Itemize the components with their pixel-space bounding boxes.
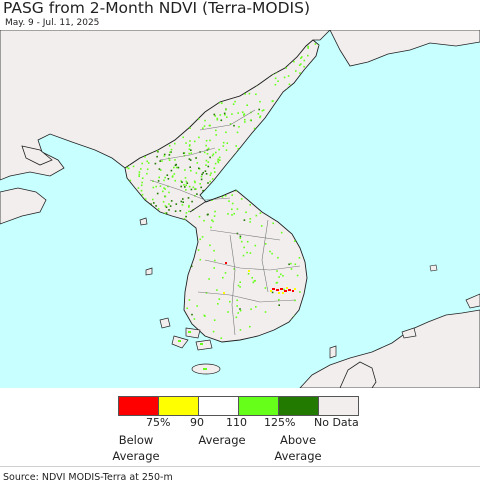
japan-northeast	[465, 293, 480, 309]
tsushima	[329, 345, 337, 359]
legend-swatch-below-75	[119, 397, 159, 415]
legend-label-below-average: Below Average	[112, 433, 160, 463]
ulleung-island	[429, 264, 438, 272]
below-average-hotspot	[223, 262, 296, 294]
legend-swatch-above-125	[279, 397, 319, 415]
shandong-peninsula	[0, 187, 47, 225]
japan-kyushu	[339, 361, 377, 388]
legend-swatch-no-data	[319, 397, 358, 415]
legend-tick-110: 110	[226, 416, 247, 429]
russia-landmass	[329, 30, 480, 67]
date-range: May. 9 - Jul. 11, 2025	[5, 18, 100, 28]
legend-tick-no-data: No Data	[314, 416, 359, 429]
admin-boundaries	[149, 109, 301, 336]
ndvi-map	[0, 30, 480, 388]
dmz-border	[189, 189, 237, 213]
footer-divider	[0, 466, 480, 467]
island-vegetation	[178, 331, 207, 370]
legend-swatch-90-110	[199, 397, 239, 415]
legend-swatch-75-90	[159, 397, 199, 415]
legend-tick-90: 90	[190, 416, 204, 429]
legend-swatch-110-125	[239, 397, 279, 415]
map-title: PASG from 2-Month NDVI (Terra-MODIS)	[3, 0, 311, 17]
legend-tick-75: 75%	[146, 416, 171, 429]
legend-tick-125: 125%	[264, 416, 296, 429]
source-credit: Source: NDVI MODIS-Terra at 250-m	[3, 472, 173, 483]
liaodong-peninsula	[21, 145, 53, 166]
japan-oki-islands	[401, 327, 417, 339]
legend-label-above-average: Above Average	[274, 433, 322, 463]
legend-colorbar	[118, 396, 359, 416]
legend-label-average: Average	[198, 433, 246, 447]
